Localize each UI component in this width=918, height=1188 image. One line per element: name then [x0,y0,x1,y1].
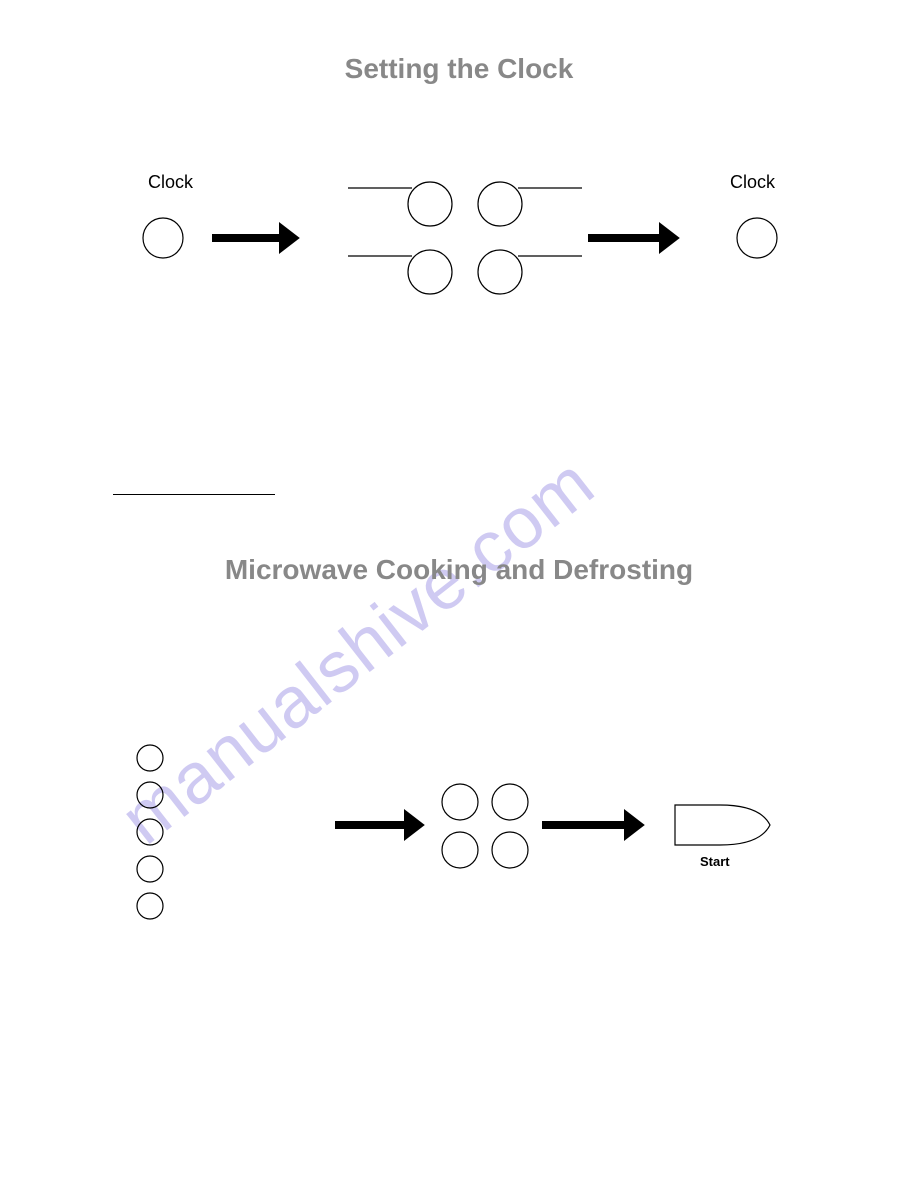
section1-divider [113,494,275,495]
svg-text:Clock: Clock [730,172,776,192]
section1-diagram: Clock Clock [100,160,820,320]
svg-text:Clock: Clock [148,172,194,192]
svg-text:Start: Start [700,854,730,869]
section2-title: Microwave Cooking and Defrosting [0,554,918,586]
section1-title: Setting the Clock [0,53,918,85]
section2-diagram: Start [120,740,820,960]
